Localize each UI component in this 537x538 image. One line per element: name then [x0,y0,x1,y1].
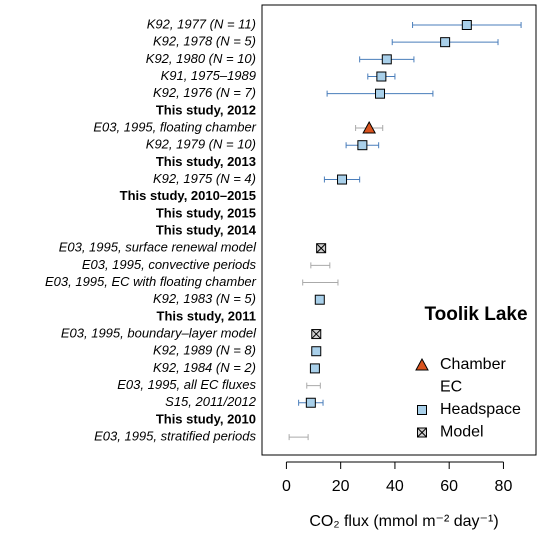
category-label: This study, 2011 [157,308,256,323]
category-label: This study, 2015 [156,205,256,220]
category-label: E03, 1995, EC with floating chamber [45,274,257,289]
category-label: E03, 1995, all EC fluxes [117,377,256,392]
category-label: K92, 1983 (N = 5) [153,291,256,306]
legend-marker-part [417,427,427,438]
category-label: K92, 1980 (N = 10) [146,51,256,66]
category-label: K92, 1975 (N = 4) [153,171,256,186]
data-marker [309,363,320,374]
data-marker [305,397,316,408]
legend-marker [417,405,427,415]
category-label: This study, 2010 [156,411,256,426]
data-marker [376,71,387,82]
legend-label: Chamber [440,356,506,373]
error-bar [302,279,339,286]
error-bar [310,262,331,269]
legend-label: EC [440,379,462,396]
x-tick-label: 60 [440,478,458,495]
data-marker [311,329,322,340]
category-label: E03, 1995, floating chamber [93,119,256,134]
category-label: This study, 2013 [156,154,256,169]
data-marker-part [316,243,326,254]
data-marker [440,37,451,48]
category-label: S15, 2011/2012 [165,394,257,409]
x-tick-label: 20 [332,478,350,495]
category-label: K92, 1978 (N = 5) [153,34,256,49]
category-label: K92, 1979 (N = 10) [146,137,256,152]
legend-label: Headspace [440,401,521,418]
data-marker [375,88,386,99]
x-tick-label: 40 [386,478,404,495]
category-label: K91, 1975–1989 [161,68,256,83]
category-label: K92, 1977 (N = 11) [147,16,256,31]
data-marker [357,140,368,151]
category-label: E03, 1995, surface renewal model [59,240,257,255]
category-label: E03, 1995, convective periods [82,257,257,272]
data-marker [314,294,325,305]
category-label: K92, 1989 (N = 8) [153,343,256,358]
category-label: K92, 1984 (N = 2) [153,360,256,375]
legend-label: Model [440,424,484,441]
category-label: E03, 1995, boundary–layer model [61,325,257,340]
error-bar [306,382,321,389]
legend-marker [415,357,429,371]
data-marker [316,243,327,254]
data-marker [362,120,377,134]
data-marker [337,174,348,185]
data-marker [381,54,392,65]
category-label: This study, 2012 [156,102,256,117]
data-marker-part [311,329,322,339]
category-label: K92, 1976 (N = 7) [153,85,256,100]
annotation: Toolik Lake [424,304,527,325]
category-label: This study, 2014 [156,222,257,237]
category-label: E03, 1995, stratified periods [94,429,256,444]
x-tick-label: 80 [495,478,513,495]
x-axis-label: CO₂ flux (mmol m⁻² day⁻¹) [309,513,498,530]
category-label: This study, 2010–2015 [120,188,256,203]
data-marker [461,20,472,30]
plot-frame [261,4,537,456]
legend-marker [417,427,427,438]
data-marker [311,346,322,357]
error-bar [288,434,309,441]
x-tick-label: 0 [282,478,291,495]
